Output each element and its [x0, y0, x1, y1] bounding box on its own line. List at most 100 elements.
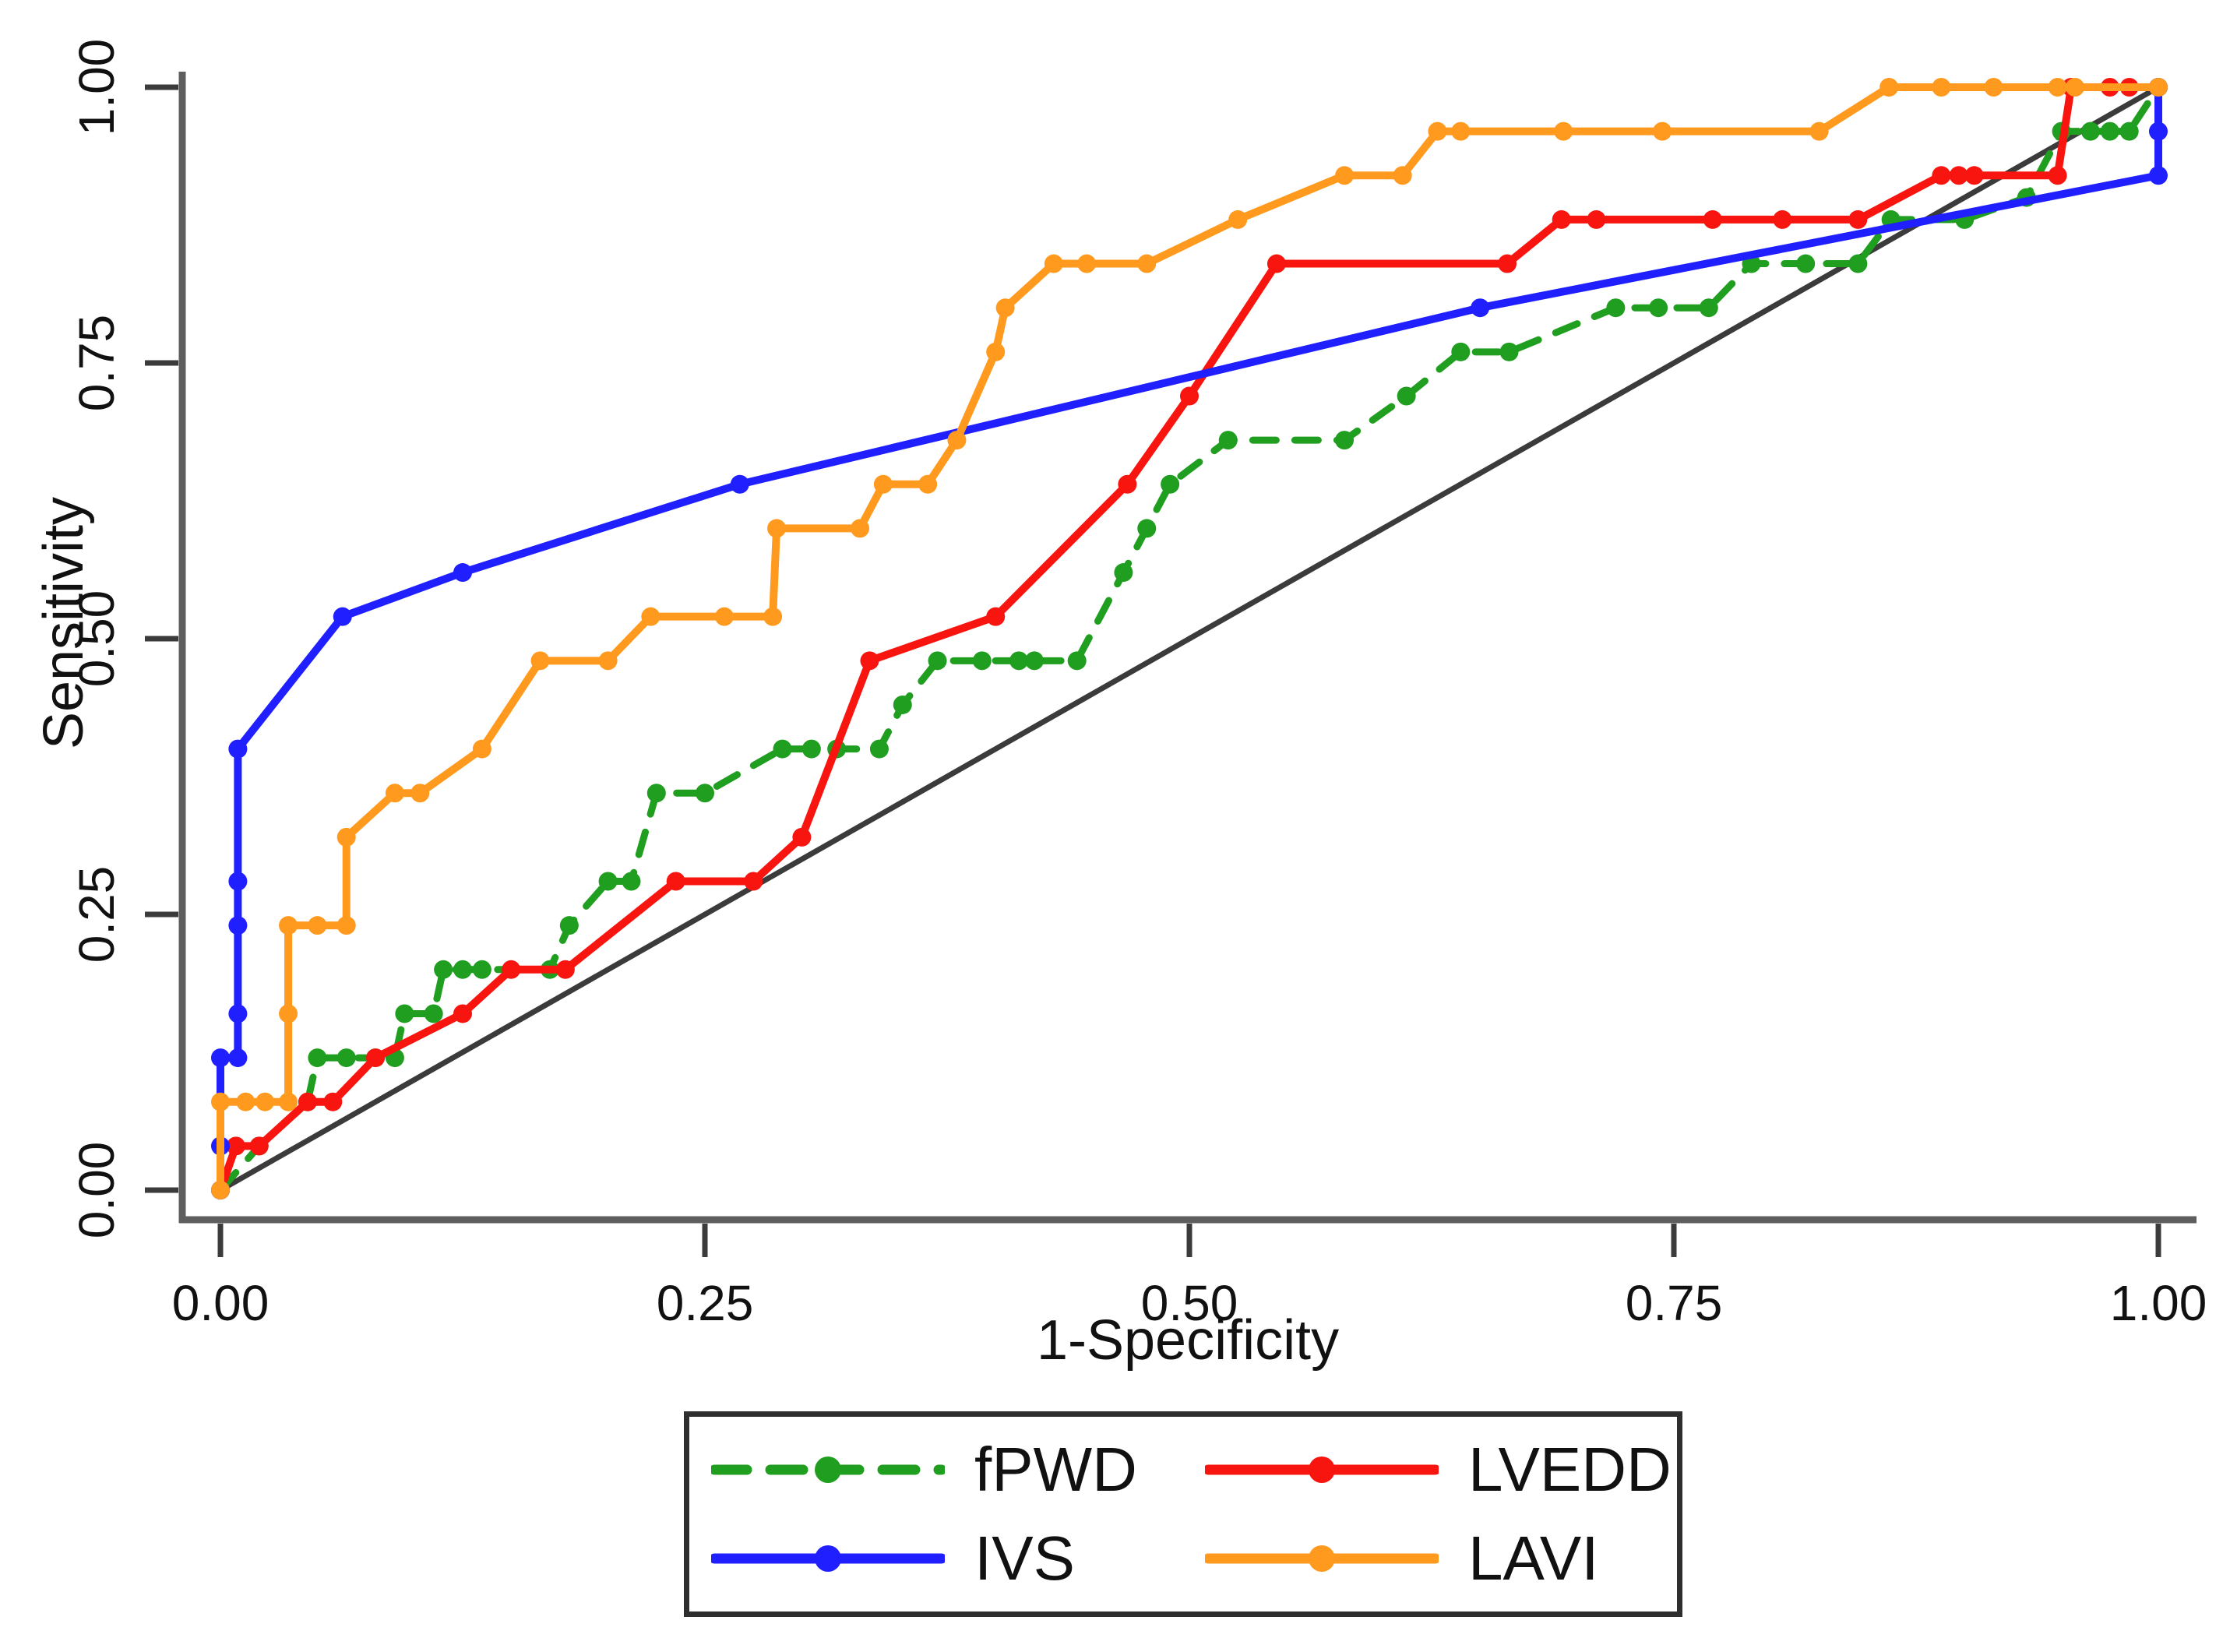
data-point [236, 1092, 255, 1111]
data-point [1984, 78, 2003, 97]
data-point [1228, 210, 1248, 229]
data-point [598, 651, 618, 671]
data-point [851, 519, 870, 538]
axes [178, 72, 2197, 1224]
data-point [453, 1004, 472, 1023]
data-point [1809, 122, 1829, 141]
data-point [559, 916, 579, 935]
data-point [211, 1092, 230, 1111]
data-point [2048, 166, 2067, 185]
data-point [1964, 166, 1984, 185]
data-point [598, 872, 618, 891]
fpwd-key-line [711, 1457, 945, 1483]
data-point [860, 651, 879, 671]
data-point [1428, 122, 1447, 141]
data-point [395, 1004, 414, 1023]
data-point [1703, 210, 1722, 229]
legend-label-fpwd: fPWD [974, 1435, 1137, 1504]
data-point [1218, 431, 1238, 450]
data-point [792, 827, 812, 847]
data-point [1118, 474, 1137, 494]
data-point [1649, 298, 1668, 318]
data-point [986, 607, 1006, 626]
data-point [1451, 342, 1471, 361]
data-point [1699, 298, 1718, 318]
data-point [1796, 254, 1816, 273]
data-point [279, 1004, 298, 1023]
data-point [1114, 563, 1133, 583]
legend-label-ivs: IVS [974, 1523, 1075, 1593]
data-point [530, 651, 550, 671]
data-point [228, 739, 248, 759]
legend-item-fpwd: fPWD [689, 1434, 1183, 1506]
data-point [226, 1136, 245, 1156]
data-point [1009, 651, 1029, 671]
legend-label-lvedd: LVEDD [1468, 1435, 1672, 1504]
y-tick-label: 0.75 [69, 314, 125, 412]
data-point [453, 960, 472, 979]
series-LAVI [211, 78, 2168, 1199]
data-point [1773, 210, 1792, 229]
data-point [1397, 386, 1416, 406]
data-point [228, 1004, 248, 1023]
data-point [641, 607, 661, 626]
data-point [918, 474, 938, 494]
data-point [2100, 122, 2119, 141]
data-point [1393, 166, 1412, 185]
data-point [646, 784, 666, 803]
data-point [2119, 122, 2139, 141]
legend-item-ivs: IVS [689, 1523, 1183, 1594]
data-point [279, 916, 298, 935]
data-point [947, 431, 967, 450]
data-point [1554, 122, 1573, 141]
data-point [1932, 166, 1951, 185]
data-point [1499, 342, 1519, 361]
data-point [801, 739, 821, 759]
data-point [1471, 298, 1490, 318]
data-point [2080, 122, 2100, 141]
data-point [767, 519, 787, 538]
data-point [714, 607, 734, 626]
data-point [1266, 254, 1286, 273]
data-point [1137, 519, 1157, 538]
data-point [336, 916, 356, 935]
data-point [1587, 210, 1606, 229]
data-point [1024, 651, 1044, 671]
data-point [2066, 78, 2085, 97]
data-point [773, 739, 792, 759]
data-point [869, 739, 889, 759]
data-point [255, 1092, 275, 1111]
data-point [696, 784, 714, 803]
data-point [1552, 210, 1571, 229]
data-point [1451, 122, 1471, 141]
ivs-key-line [711, 1545, 945, 1572]
data-point [666, 872, 685, 891]
data-point [1335, 431, 1355, 450]
data-point [279, 1092, 298, 1111]
data-point [424, 1004, 443, 1023]
lvedd-key-line [1205, 1457, 1439, 1483]
data-point [1335, 166, 1355, 185]
y-tick-label: 1.00 [69, 38, 125, 136]
lavi-key-line [1205, 1545, 1439, 1572]
data-point [1848, 210, 1868, 229]
data-point [472, 739, 491, 759]
data-point [1137, 254, 1157, 273]
x-tick-label: 0.00 [171, 1275, 270, 1331]
legend-item-lavi: LAVI [1183, 1523, 1677, 1594]
data-point [555, 960, 575, 979]
data-point [228, 1048, 248, 1068]
data-point [228, 916, 248, 935]
data-point [986, 342, 1006, 361]
data-point [1606, 298, 1626, 318]
data-point [410, 784, 430, 803]
data-point [434, 960, 453, 979]
data-point [763, 607, 783, 626]
data-point [744, 872, 763, 891]
data-point [298, 1092, 317, 1111]
data-point [1879, 78, 1899, 97]
y-tick-label: 0.25 [69, 865, 125, 963]
data-point [211, 1181, 230, 1199]
data-point [1498, 254, 1517, 273]
